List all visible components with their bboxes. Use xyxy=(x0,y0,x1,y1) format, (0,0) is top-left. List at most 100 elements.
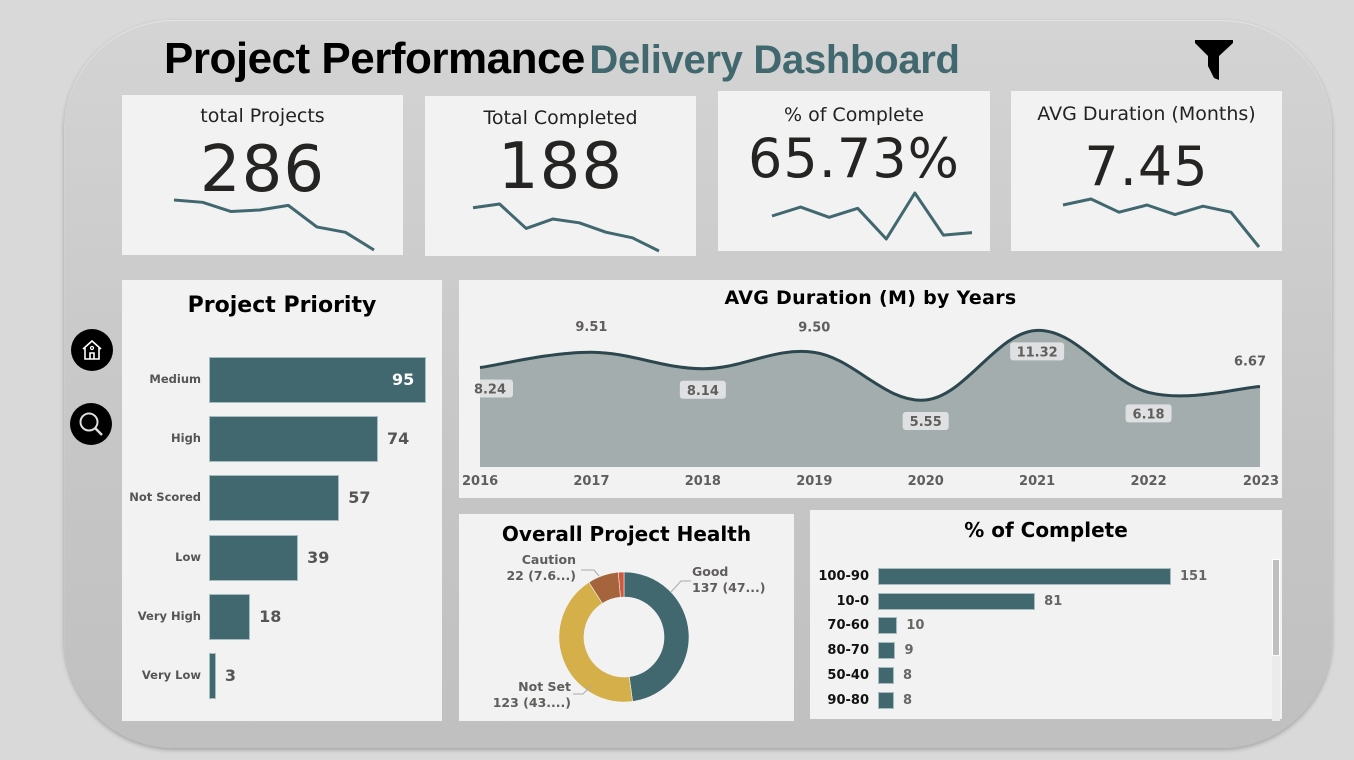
area-line xyxy=(479,328,1261,402)
svg-text:123 (43....): 123 (43....) xyxy=(493,695,571,710)
data-label: 8 xyxy=(903,667,913,683)
bar[interactable] xyxy=(209,416,379,463)
data-label: 3 xyxy=(224,666,236,685)
data-label: 9.50 xyxy=(791,317,838,336)
kpi-value: 65.73% xyxy=(748,127,960,190)
scrollbar-thumb[interactable] xyxy=(1272,559,1280,656)
bar[interactable] xyxy=(209,357,426,403)
bar[interactable] xyxy=(209,534,299,581)
svg-text:22 (7.6...): 22 (7.6...) xyxy=(506,568,576,583)
sparkline-path xyxy=(1062,197,1261,248)
data-label: 39 xyxy=(307,547,330,567)
kpi-label: total Projects xyxy=(200,105,325,127)
kpi-sparkline xyxy=(1062,197,1261,248)
svg-text:Caution: Caution xyxy=(522,552,576,567)
bar-label: Very Low xyxy=(141,668,201,682)
x-tick-label: 2020 xyxy=(908,474,944,489)
bar-label: Not Scored xyxy=(129,490,201,505)
kpi-label: % of Complete xyxy=(783,104,924,126)
donut-slice-other[interactable] xyxy=(617,571,625,598)
percent-complete-chart: % of Complete 100-90 151 10-0 81 70-60 10 80-7… xyxy=(810,510,1282,721)
kpi-value: 188 xyxy=(497,130,624,204)
bar-label: Low xyxy=(175,549,201,564)
sparkline-path xyxy=(173,198,375,252)
bar-label: 10-0 xyxy=(836,593,869,609)
data-label: 5.55 xyxy=(902,412,949,431)
leader-line xyxy=(573,685,592,695)
bar[interactable] xyxy=(878,568,1171,585)
chart-title: Project Priority xyxy=(187,293,377,318)
kpi-sparkline xyxy=(771,191,973,241)
project-health-chart: Overall Project Health Good 137 (47...) No… xyxy=(459,514,794,721)
bar[interactable] xyxy=(878,592,1036,610)
svg-text:137 (47...): 137 (47...) xyxy=(692,580,766,595)
svg-text:5.55: 5.55 xyxy=(910,415,942,430)
svg-text:9.50: 9.50 xyxy=(798,320,830,335)
x-tick-label: 2022 xyxy=(1130,474,1166,489)
home-button[interactable] xyxy=(71,329,113,371)
data-label: 95 xyxy=(392,370,415,389)
search-icon xyxy=(79,412,103,436)
search-button[interactable] xyxy=(70,403,112,445)
bar[interactable] xyxy=(878,642,896,660)
funnel-icon xyxy=(1195,40,1233,80)
bar[interactable] xyxy=(878,691,894,709)
data-label: 10 xyxy=(906,618,925,634)
data-label: 151 xyxy=(1180,569,1208,584)
avg-duration-chart: AVG Duration (M) by Years 8.24 2016 9.51 20… xyxy=(459,280,1282,498)
kpi-card-total-projects[interactable]: total Projects 286 xyxy=(122,95,403,255)
x-tick-label: 2019 xyxy=(796,474,832,489)
bar-label: High xyxy=(171,431,201,446)
bar[interactable] xyxy=(878,666,894,684)
data-label: 57 xyxy=(348,488,371,508)
data-label: 8.14 xyxy=(679,380,726,399)
x-tick-label: 2018 xyxy=(685,474,721,489)
bar-label: Very High xyxy=(137,608,201,623)
donut-slice-not-set[interactable] xyxy=(558,581,633,703)
filter-button[interactable] xyxy=(1192,38,1236,82)
kpi-value: 286 xyxy=(199,133,326,207)
bar-label: 70-60 xyxy=(827,618,869,634)
data-label: 9 xyxy=(904,643,914,659)
area-chart-plot: 8.24 2016 9.51 2017 8.14 2018 9.50 2019 5.55 2020… xyxy=(462,317,1279,489)
sparkline-path xyxy=(771,191,973,241)
bar-label: 50-40 xyxy=(827,667,869,683)
x-tick-label: 2017 xyxy=(573,474,609,489)
chart-title: AVG Duration (M) by Years xyxy=(724,287,1017,309)
chart-title: Overall Project Health xyxy=(501,522,752,546)
donut-slice-good[interactable] xyxy=(623,571,690,702)
bar[interactable] xyxy=(878,617,898,635)
data-label: 8.24 xyxy=(467,379,513,398)
kpi-value: 7.45 xyxy=(1084,135,1209,198)
svg-text:6.18: 6.18 xyxy=(1133,407,1165,422)
data-label: 6.67 xyxy=(1227,351,1273,370)
kpi-sparkline xyxy=(173,198,375,252)
svg-text:6.67: 6.67 xyxy=(1234,354,1266,369)
data-label: 74 xyxy=(387,429,410,449)
bar[interactable] xyxy=(209,653,216,699)
x-tick-label: 2021 xyxy=(1019,474,1055,489)
kpi-card-total-completed[interactable]: Total Completed 188 xyxy=(425,96,696,256)
data-label: 81 xyxy=(1044,593,1063,609)
x-tick-label: 2016 xyxy=(462,474,498,489)
sparkline-path xyxy=(472,202,660,253)
bar-label: 90-80 xyxy=(827,692,869,708)
kpi-label: Total Completed xyxy=(483,107,638,129)
x-tick-label: 2023 xyxy=(1243,474,1279,489)
title-sub: Delivery Dashboard xyxy=(589,38,960,82)
bar[interactable] xyxy=(209,475,340,522)
kpi-card-avg-duration[interactable]: AVG Duration (Months) 7.45 xyxy=(1011,91,1282,251)
data-label: 18 xyxy=(259,606,282,626)
svg-text:8.24: 8.24 xyxy=(474,383,506,398)
kpi-card-percent-complete[interactable]: % of Complete 65.73% xyxy=(718,91,990,251)
title-main: Project Performance xyxy=(164,34,585,83)
bar[interactable] xyxy=(209,593,251,640)
chart-title: % of Complete xyxy=(964,518,1128,542)
project-priority-chart: Project Priority Medium 95 High 74 Not Score… xyxy=(122,280,442,721)
data-label: 8 xyxy=(903,692,913,708)
svg-text:8.14: 8.14 xyxy=(687,384,719,399)
